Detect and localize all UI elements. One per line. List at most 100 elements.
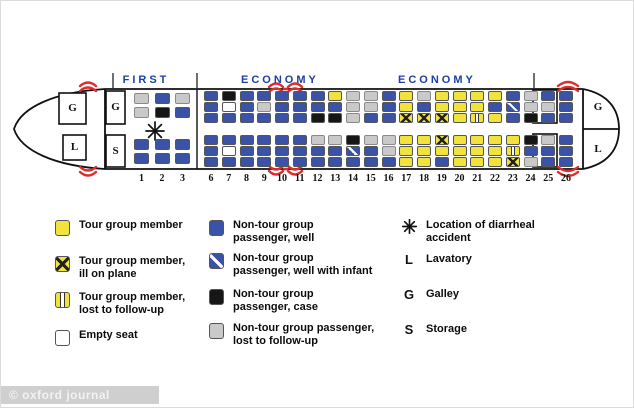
seat-column-row-19 [434,91,449,123]
seat-column-row-11 [292,91,307,123]
seat-25F [541,157,556,167]
seat-7D [221,135,236,145]
seat-16C [381,113,396,123]
economy-seats-top [204,91,573,123]
legend-label: Galley [426,288,460,300]
seat-12B [310,102,325,112]
seat-column-row-25 [541,135,556,167]
seat-1C [134,139,149,150]
seat-25D [541,135,556,145]
legend-symbol-G: G [403,287,415,302]
legend-item: S Storage [401,323,571,337]
legend-label: Empty seat [79,329,138,341]
seat-11B [292,102,307,112]
seat-column-row-8 [239,91,254,123]
legend-swatch-L [55,292,70,308]
legend-label: Non-tour group passenger, well [233,219,315,244]
seat-25A [541,91,556,101]
front-galley-box [105,90,126,125]
row-number-18: 18 [419,173,429,184]
seat-column-row-6 [204,135,218,167]
seat-16F [381,157,396,167]
legend-label: Tour group member, ill on plane [79,255,186,280]
legend-label: Non-tour group passenger, lost to follow… [233,322,375,347]
legend-label: Location of diarrheal accident [426,219,535,244]
diarrheal-accident-icon [401,218,417,237]
seat-column-row-13 [328,91,343,123]
seat-13C [328,113,343,123]
seat-13D [328,135,343,145]
seat-24C [523,113,538,123]
seat-column-row-10 [275,135,289,167]
first-class-seats-bottom [134,139,190,164]
legend-item: Non-tour group passenger, case [209,288,404,314]
seat-column-row-24 [523,135,538,167]
seat-16A [381,91,396,101]
seat-19E [434,146,449,156]
tail-lavatory-label: L [594,143,602,155]
seat-column-row-2 [154,139,170,164]
seat-column-row-7 [221,135,236,167]
seat-15D [363,135,378,145]
seat-12D [310,135,325,145]
legend-item: Non-tour group passenger, well with infa… [209,252,404,278]
seat-column-row-24 [523,91,538,123]
seat-24B [523,102,538,112]
seat-24F [523,157,538,167]
section-ticks [112,73,535,88]
seat-24A [523,91,538,101]
legend-item: Location of diarrheal accident [401,218,571,245]
seat-2A [154,93,170,104]
seat-column-row-22 [488,135,502,167]
seat-19C [434,113,449,123]
seat-10C [275,113,289,123]
nose-lavatory-label: L [70,141,79,153]
seat-column-row-17 [399,135,414,167]
seat-26A [559,91,573,101]
exit-door-marks [78,80,580,178]
seat-12E [310,146,325,156]
row-number-11: 11 [295,173,305,184]
seat-21E [470,146,485,156]
seat-column-row-25 [541,91,556,123]
seat-10D [275,135,289,145]
seat-16E [381,146,396,156]
seat-13E [328,146,343,156]
legend-swatch-E [55,330,70,346]
legend-label: Tour group member, lost to follow-up [79,291,186,316]
seat-column-row-18 [417,135,431,167]
seat-9D [257,135,272,145]
seat-25B [541,102,556,112]
seat-23E [505,146,520,156]
seat-15E [363,146,378,156]
first-class-row-numbers: 1 2 3 [134,173,190,184]
seat-14C [346,113,360,123]
row-number-21: 21 [472,173,483,184]
seat-15A [363,91,378,101]
seat-6E [204,146,218,156]
nose-lavatory-box [62,134,87,161]
seat-21B [470,102,485,112]
legend-label: Non-tour group passenger, case [233,288,319,313]
seat-21A [470,91,485,101]
seat-column-row-23 [505,91,520,123]
seat-18A [417,91,431,101]
seat-column-row-10 [275,91,289,123]
legend-column-tour-group: Tour group member Tour group member, ill … [55,219,210,346]
seat-25C [541,113,556,123]
seat-12F [310,157,325,167]
row-number-8: 8 [244,173,249,184]
seat-24D [523,135,538,145]
economy-seats-bottom [204,135,573,167]
seat-column-row-18 [417,91,431,123]
seat-2D [154,153,170,164]
seat-26C [559,113,573,123]
seat-16B [381,102,396,112]
row-number-3: 3 [180,173,185,184]
seat-8E [239,146,254,156]
diarrheal-accident-marker [145,121,165,141]
seat-21F [470,157,485,167]
seat-column-row-14 [346,91,360,123]
seat-19D [434,135,449,145]
